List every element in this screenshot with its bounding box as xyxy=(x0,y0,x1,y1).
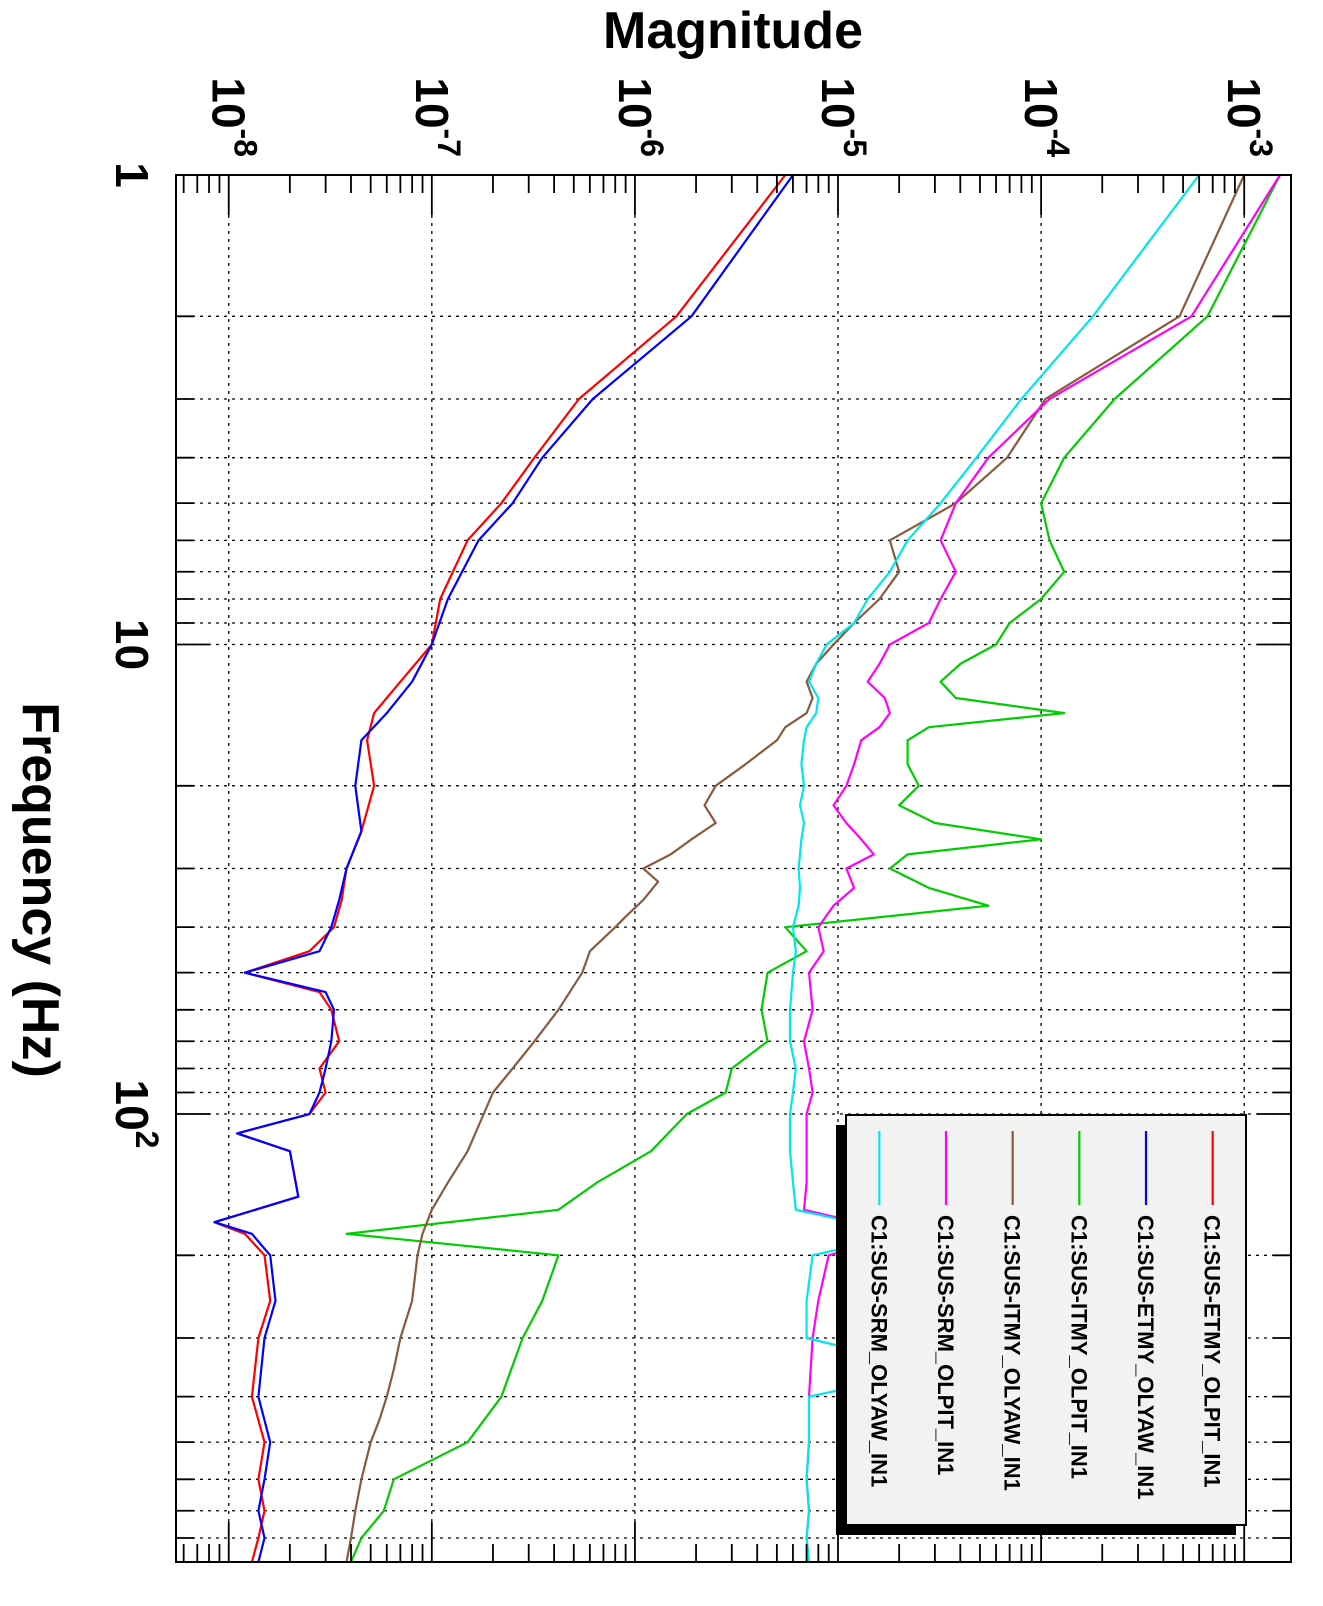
series-line xyxy=(213,174,787,1563)
legend-entry: C1:SUS-ITMY_OLPIT_IN1 xyxy=(1066,1215,1091,1479)
y-tick-base: 10 xyxy=(1015,77,1067,128)
x-tick-base: 10 xyxy=(106,1080,158,1131)
y-tick-exponent: -6 xyxy=(634,129,670,157)
y-tick-label: 10-7 xyxy=(406,77,467,157)
tick-marks xyxy=(176,174,1291,1563)
y-tick-base: 10 xyxy=(203,77,255,128)
legend: C1:SUS-ETMY_OLPIT_IN1 C1:SUS-ETMY_OLYAW_I… xyxy=(836,1114,1247,1535)
y-tick-label: 10-5 xyxy=(812,77,873,157)
y-tick-base: 10 xyxy=(406,77,458,128)
x-tick-base: 1 xyxy=(106,162,158,188)
x-axis-title: Frequency (Hz) xyxy=(11,702,69,1078)
y-tick-exponent: -7 xyxy=(431,129,467,157)
x-tick-label: 102 xyxy=(106,1080,165,1149)
legend-entry: C1:SUS-SRM_OLPIT_IN1 xyxy=(933,1215,958,1475)
y-tick-label: 10-4 xyxy=(1015,77,1076,157)
legend-entry: C1:SUS-ETMY_OLYAW_IN1 xyxy=(1133,1215,1158,1499)
x-tick-exponent: 2 xyxy=(129,1131,165,1149)
y-tick-base: 10 xyxy=(812,77,864,128)
series-line xyxy=(345,174,1281,1563)
series-line xyxy=(213,174,794,1563)
legend-entry: C1:SUS-ETMY_OLPIT_IN1 xyxy=(1200,1215,1225,1488)
x-tick-label: 10 xyxy=(106,619,158,670)
series-layer xyxy=(213,174,1281,1563)
y-tick-label: 10-6 xyxy=(609,77,670,157)
y-axis-title: Magnitude xyxy=(603,2,863,60)
legend-box xyxy=(845,1114,1247,1526)
y-tick-exponent: -5 xyxy=(837,129,873,157)
x-tick-label: 1 xyxy=(106,162,158,188)
y-tick-exponent: -3 xyxy=(1243,129,1279,157)
y-tick-base: 10 xyxy=(609,77,661,128)
y-tick-exponent: -4 xyxy=(1040,129,1076,158)
legend-entry: C1:SUS-ITMY_OLYAW_IN1 xyxy=(1000,1215,1025,1491)
y-tick-label: 10-3 xyxy=(1218,77,1279,157)
series-line xyxy=(788,174,1200,1563)
y-tick-base: 10 xyxy=(1218,77,1270,128)
x-tick-base: 10 xyxy=(106,619,158,670)
series-line xyxy=(802,174,1281,1563)
y-tick-exponent: -8 xyxy=(228,129,264,157)
y-tick-label: 10-8 xyxy=(203,77,264,157)
legend-entry: C1:SUS-SRM_OLYAW_IN1 xyxy=(866,1215,891,1487)
